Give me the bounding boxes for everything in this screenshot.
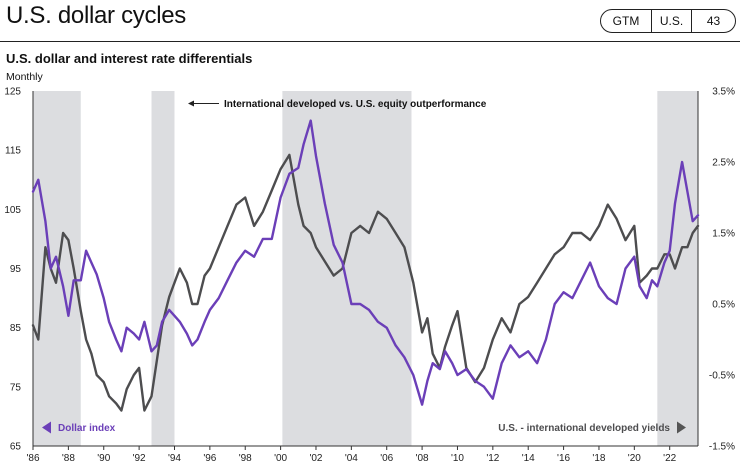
x-tick-label: '20 bbox=[628, 453, 641, 464]
x-tick-label: '86 bbox=[26, 453, 39, 464]
x-tick-label: '12 bbox=[486, 453, 499, 464]
shaded-period-2 bbox=[151, 91, 175, 446]
left-tick-label: 125 bbox=[4, 87, 21, 98]
left-arrow-icon bbox=[42, 421, 51, 434]
x-tick-label: '94 bbox=[168, 453, 181, 464]
yield-spread-legend: U.S. - international developed yields bbox=[498, 421, 686, 434]
right-tick-label: -1.5% bbox=[709, 442, 735, 453]
right-tick-label: 0.5% bbox=[712, 300, 735, 311]
x-tick-label: '06 bbox=[380, 453, 393, 464]
page-number: 43 bbox=[706, 14, 721, 28]
left-tick-label: 75 bbox=[10, 382, 22, 393]
title-divider bbox=[0, 41, 740, 42]
x-tick-label: '10 bbox=[451, 453, 464, 464]
dollar-index-legend-label: Dollar index bbox=[58, 423, 116, 434]
right-tick-label: 1.5% bbox=[712, 229, 735, 240]
x-tick-label: '04 bbox=[345, 453, 358, 464]
shaded-period-4 bbox=[657, 91, 698, 446]
left-tick-label: 105 bbox=[4, 205, 21, 216]
left-tick-label: 115 bbox=[5, 146, 21, 157]
gtm-page-tag: GTM U.S. 43 bbox=[600, 9, 736, 33]
dollar-index-legend: Dollar index bbox=[42, 421, 116, 434]
chart-subtitle: Monthly bbox=[6, 71, 43, 83]
x-tick-label: '88 bbox=[62, 453, 75, 464]
left-tick-label: 65 bbox=[10, 442, 22, 453]
x-tick-label: '18 bbox=[592, 453, 605, 464]
x-tick-label: '92 bbox=[133, 453, 146, 464]
x-tick-label: '02 bbox=[309, 453, 322, 464]
x-tick-label: '96 bbox=[203, 453, 216, 464]
yield-spread-line bbox=[31, 153, 700, 412]
shaded-annotation: International developed vs. U.S. equity … bbox=[188, 99, 487, 110]
x-tick-label: '16 bbox=[557, 453, 570, 464]
gtm-label: GTM bbox=[601, 10, 652, 32]
x-tick-label: '08 bbox=[416, 453, 429, 464]
right-arrow-icon bbox=[677, 421, 686, 434]
x-tick-label: '98 bbox=[239, 453, 252, 464]
shaded-period-3 bbox=[282, 91, 412, 446]
x-tick-label: '14 bbox=[522, 453, 535, 464]
right-tick-label: 2.5% bbox=[712, 158, 735, 169]
left-tick-label: 85 bbox=[10, 323, 22, 334]
right-tick-label: -0.5% bbox=[709, 371, 735, 382]
x-tick-label: '00 bbox=[274, 453, 287, 464]
region-label: U.S. bbox=[652, 10, 692, 32]
left-tick-label: 95 bbox=[10, 264, 22, 275]
yield-spread-legend-label: U.S. - international developed yields bbox=[498, 423, 670, 434]
page-title: U.S. dollar cycles bbox=[6, 2, 186, 29]
shaded-annotation-label: International developed vs. U.S. equity … bbox=[224, 99, 487, 110]
chart-title: U.S. dollar and interest rate differenti… bbox=[6, 51, 253, 66]
dollar-index-line bbox=[31, 119, 700, 406]
x-tick-label: '22 bbox=[663, 453, 676, 464]
x-tick-label: '90 bbox=[97, 453, 110, 464]
right-tick-label: 3.5% bbox=[712, 87, 735, 98]
